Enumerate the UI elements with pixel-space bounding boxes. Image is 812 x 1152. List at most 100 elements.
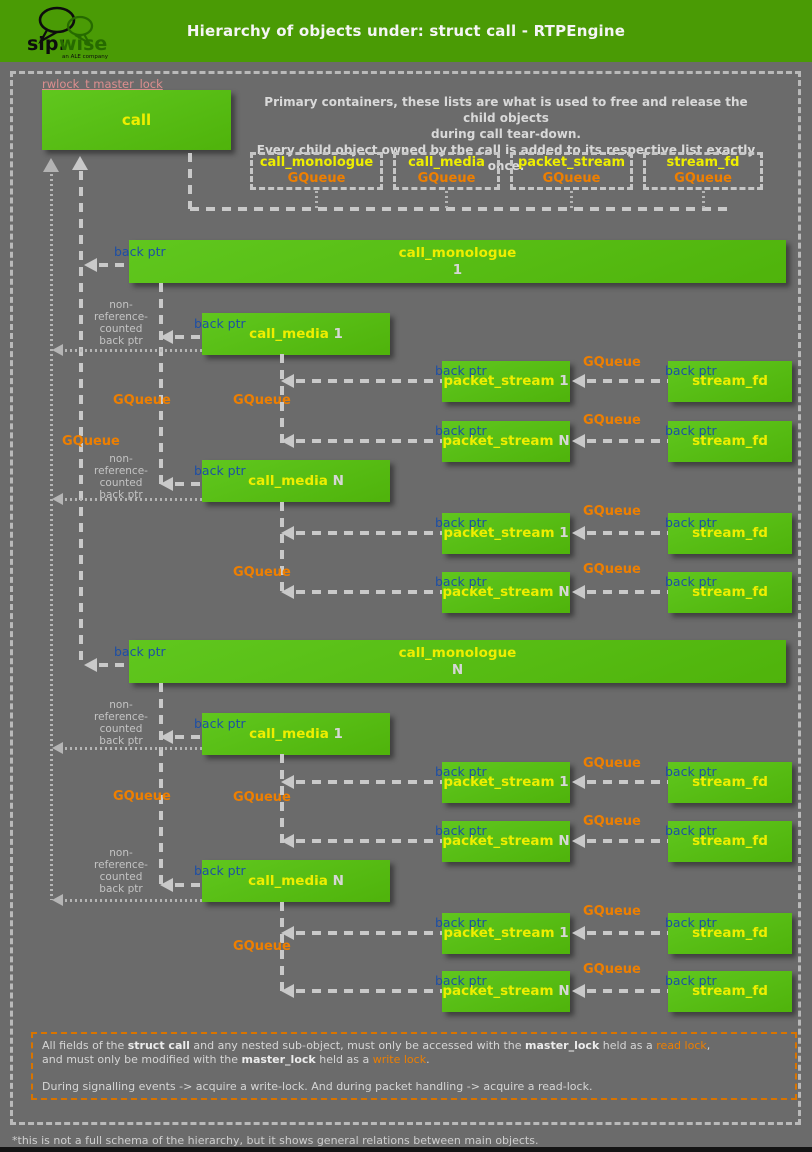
back-ptr-line	[587, 931, 668, 935]
call-box: call	[42, 90, 231, 150]
back-ptr-line	[587, 780, 668, 784]
gqueue-label: GQueue	[233, 565, 291, 580]
back-ptr-line	[99, 663, 129, 667]
stream-fd-name: stream_fd	[692, 983, 768, 1000]
lock-notes-box: All fields of the struct call and any ne…	[31, 1032, 797, 1100]
non-ref-back-ptr-line	[65, 349, 202, 352]
call-media-n-box: call_media N	[202, 860, 390, 902]
arrow-left-icon	[84, 658, 97, 672]
back-ptr-label: back ptr	[665, 915, 717, 930]
back-ptr-label: back ptr	[665, 973, 717, 988]
packet-stream-box: packet_stream N	[442, 971, 570, 1012]
gqueue-link-line	[296, 989, 442, 993]
arrow-left-icon	[572, 926, 585, 940]
arrow-left-icon	[52, 493, 63, 505]
call-monologue-1-box: call_monologue 1	[129, 240, 786, 283]
back-ptr-line	[587, 379, 668, 383]
back-ptr-label: back ptr	[194, 316, 246, 331]
sipwise-logo: sip: wise an ALE company	[27, 6, 109, 59]
non-ref-label: non- reference- counted back ptr	[86, 847, 156, 895]
arrow-left-icon	[572, 585, 585, 599]
gqueue-label: GQueue	[583, 904, 641, 919]
media-name: call_media	[248, 872, 328, 889]
stream-fd-name: stream_fd	[692, 833, 768, 850]
arrow-left-icon	[52, 894, 63, 906]
container-drop-line	[702, 191, 705, 208]
stream-fd-name: stream_fd	[692, 925, 768, 942]
note-text: held as a	[315, 1053, 373, 1066]
call-monologue-n-box: call_monologue N	[129, 640, 786, 683]
non-ref-line: back ptr	[99, 735, 143, 747]
gqueue-link-line	[296, 439, 442, 443]
back-ptr-label: back ptr	[665, 574, 717, 589]
arrow-left-icon	[572, 775, 585, 789]
non-ref-line: non-	[109, 847, 133, 859]
stream-index: 1	[559, 774, 569, 791]
media-index: N	[332, 872, 344, 889]
note-text: All fields of the	[42, 1039, 128, 1052]
container-name: stream_fd	[666, 154, 740, 170]
back-ptr-label: back ptr	[665, 363, 717, 378]
monologue-name: call_monologue	[398, 244, 517, 261]
back-ptr-line	[587, 531, 668, 535]
back-ptr-label: back ptr	[665, 515, 717, 530]
non-ref-line: non-	[109, 699, 133, 711]
speech-bubble-tail-icon	[38, 29, 58, 44]
note-line-3: During signalling events -> acquire a wr…	[42, 1080, 593, 1093]
gqueue-label: GQueue	[583, 413, 641, 428]
stream-fd-name: stream_fd	[692, 584, 768, 601]
stream-fd-box: stream_fd	[668, 421, 792, 462]
stream-index: N	[558, 983, 570, 1000]
monologue-medias-line	[159, 283, 163, 486]
back-ptr-line	[175, 883, 202, 887]
media-name: call_media	[248, 472, 328, 489]
stream-name: packet_stream	[442, 833, 554, 850]
gqueue-label: GQueue	[233, 790, 291, 805]
arrow-left-icon	[281, 926, 294, 940]
diagram-frame	[10, 71, 801, 1125]
call-to-containers-line	[188, 153, 192, 209]
stream-fd-box: stream_fd	[668, 513, 792, 554]
stream-fd-box: stream_fd	[668, 361, 792, 402]
speech-bubble-2-tail-icon	[74, 33, 92, 46]
footnote: *this is not a full schema of the hierar…	[12, 1134, 539, 1147]
non-ref-back-ptr-line	[65, 498, 202, 501]
stream-name: packet_stream	[442, 983, 554, 1000]
gqueue-label: GQueue	[233, 393, 291, 408]
packet-stream-box: packet_stream 1	[442, 361, 570, 402]
stream-fd-name: stream_fd	[692, 774, 768, 791]
gqueue-link-line	[296, 379, 442, 383]
note-read-lock: read lock	[656, 1039, 707, 1052]
stream-fd-box: stream_fd	[668, 821, 792, 862]
media-name: call_media	[249, 325, 329, 342]
monologue-medias-line	[159, 683, 163, 886]
container-stream-fd-gqueue: stream_fd GQueue	[643, 152, 763, 190]
non-ref-line: reference-	[94, 859, 148, 871]
arrow-left-icon	[52, 742, 63, 754]
gqueue-link-line	[296, 839, 442, 843]
packet-stream-box: packet_stream N	[442, 572, 570, 613]
container-packet-stream-gqueue: packet_stream GQueue	[510, 152, 633, 190]
note-line-1: All fields of the struct call and any ne…	[42, 1039, 786, 1053]
non-ref-line: counted	[99, 723, 143, 735]
arrow-left-icon	[160, 878, 173, 892]
back-ptr-label: back ptr	[194, 863, 246, 878]
back-ptr-line	[587, 839, 668, 843]
non-ref-line: counted	[99, 323, 143, 335]
note-text: .	[426, 1053, 430, 1066]
stream-name: packet_stream	[443, 525, 555, 542]
back-ptr-line	[175, 482, 202, 486]
container-call-monologue-gqueue: call_monologue GQueue	[250, 152, 383, 190]
arrow-left-icon	[84, 258, 97, 272]
arrow-left-icon	[160, 330, 173, 344]
non-ref-line: reference-	[94, 711, 148, 723]
stream-fd-name: stream_fd	[692, 433, 768, 450]
non-ref-label: non- reference- counted back ptr	[86, 299, 156, 347]
back-ptr-line	[175, 735, 202, 739]
stream-name: packet_stream	[443, 373, 555, 390]
back-ptr-label: back ptr	[435, 574, 487, 589]
arrow-left-icon	[160, 477, 173, 491]
call-media-1-box: call_media 1	[202, 313, 390, 355]
monologue-index: N	[451, 661, 464, 678]
stream-name: packet_stream	[443, 925, 555, 942]
